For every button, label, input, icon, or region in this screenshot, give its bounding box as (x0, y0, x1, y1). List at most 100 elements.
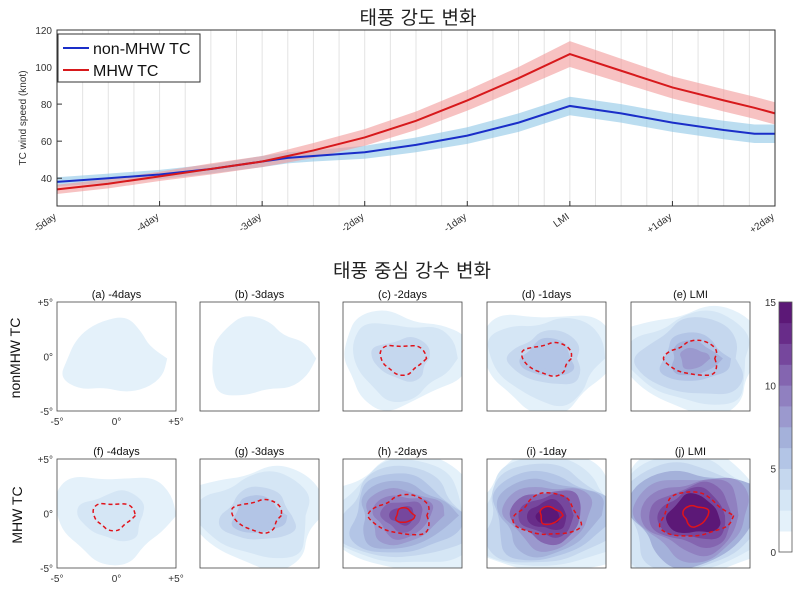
colorbar-segment (779, 343, 792, 365)
x-tick-label: -3day (237, 211, 264, 234)
dashed-contour (367, 493, 430, 536)
line-chart-y-label: TC wind speed (knot) (18, 70, 29, 165)
precip-contour (91, 499, 132, 530)
panel-y-tick-label: -5° (40, 407, 53, 418)
dashed-contour (520, 341, 573, 377)
row-label-nonmhw: nonMHW TC (7, 318, 23, 399)
colorbar-tick-label: 15 (765, 298, 777, 309)
precip-contour (531, 346, 565, 369)
precip-contour (683, 506, 707, 525)
colorbar-segment (779, 385, 792, 407)
panel-y-tick-label: 0° (43, 510, 53, 521)
precip-contour (383, 345, 418, 372)
colorbar-segment (779, 531, 792, 553)
x-tick-label: LMI (552, 211, 572, 230)
x-tick-label: +1day (645, 211, 674, 236)
precip-contour (85, 334, 148, 379)
panel-frame (342, 458, 463, 569)
dashed-contour (658, 491, 735, 537)
x-tick-label: -2day (340, 211, 367, 234)
solid-contour (539, 505, 564, 526)
colorbar-segment (779, 468, 792, 490)
dashed-contour (662, 339, 718, 377)
panel-x-tick-label: +5° (168, 574, 183, 585)
panel-title: (g) -3days (235, 446, 285, 458)
x-tick-label: -4day (134, 211, 161, 234)
panel-1-3: (i) -1day (486, 446, 607, 569)
solid-contour (682, 504, 710, 528)
y-tick-label: 40 (41, 174, 53, 185)
panel-1-4: (j) LMI (630, 446, 751, 569)
y-tick-label: 120 (35, 26, 52, 37)
panel-1-0: (f) -4days +5° 0° -5°-5° 0° +5° (38, 446, 184, 585)
line-chart-title: 태풍 강도 변화 (360, 7, 477, 29)
panel-title: (h) -2days (378, 446, 428, 458)
panel-frame (56, 458, 177, 569)
y-tick-label: 60 (41, 137, 53, 148)
panel-title: (c) -2days (378, 289, 427, 301)
row-label-mhw: MHW TC (9, 486, 25, 543)
dashed-contour (379, 344, 428, 377)
panel-frame (630, 458, 751, 569)
panel-title: (f) -4days (93, 446, 140, 458)
panel-1-1: (g) -3days (199, 446, 320, 569)
colorbar-tick-label: 5 (770, 465, 776, 476)
precip-contour (230, 334, 292, 384)
precip-contour (243, 503, 278, 527)
legend-label-nonmhw: non-MHW TC (93, 41, 191, 58)
y-tick-label: 100 (35, 63, 52, 74)
panel-x-tick-label: -5° (51, 417, 64, 428)
mhw-line (56, 53, 776, 191)
panel-frame (56, 301, 177, 412)
panel-title: (e) LMI (673, 289, 708, 301)
panel-1-2: (h) -2days (342, 446, 463, 569)
legend-label-mhw: MHW TC (93, 63, 158, 80)
y-tick-label: 80 (41, 100, 53, 111)
panel-x-tick-label: 0° (112, 574, 122, 585)
panel-title: (b) -3days (235, 289, 285, 301)
panel-title: (d) -1days (522, 289, 572, 301)
panel-title: (a) -4days (92, 289, 142, 301)
panel-0-1: (b) -3days (199, 289, 320, 412)
colorbar: 0 5 10 15 (765, 298, 793, 559)
panel-y-tick-label: +5° (38, 455, 53, 466)
panel-frame (630, 301, 751, 412)
colorbar-segment (779, 322, 792, 344)
mhw-band (57, 41, 775, 194)
panels-title: 태풍 중심 강수 변화 (333, 260, 491, 282)
line-chart-legend: non-MHW TC MHW TC (57, 33, 201, 83)
panel-title: (j) LMI (675, 446, 706, 458)
colorbar-tick-label: 0 (770, 548, 776, 559)
x-tick-label: +2day (748, 211, 777, 236)
x-tick-label: -1day (442, 211, 469, 234)
panel-x-tick-label: -5° (51, 574, 64, 585)
panel-y-tick-label: -5° (40, 564, 53, 575)
panel-0-2: (c) -2days (342, 289, 463, 412)
line-chart-bands (57, 41, 775, 194)
panel-title: (i) -1day (526, 446, 567, 458)
colorbar-tick-label: 10 (765, 381, 777, 392)
panel-x-tick-label: 0° (112, 417, 122, 428)
dashed-contour (92, 502, 137, 532)
panel-frame (486, 301, 607, 412)
colorbar-segment (779, 427, 792, 449)
colorbar-segment (779, 447, 792, 469)
precip-contour (680, 347, 711, 370)
colorbar-segment (779, 489, 792, 511)
dashed-contour (230, 498, 283, 534)
line-chart-frame (56, 29, 776, 207)
panel-0-3: (d) -1days (486, 289, 607, 412)
colorbar-segment (779, 302, 792, 324)
colorbar-segment (779, 406, 792, 428)
panel-0-0: (a) -4days +5° 0° -5°-5° 0° +5° (38, 289, 184, 428)
panel-frame (342, 301, 463, 412)
panel-0-4: (e) LMI (630, 289, 751, 412)
panel-y-tick-label: +5° (38, 298, 53, 309)
dashed-contour (512, 491, 583, 536)
panel-x-tick-label: +5° (168, 417, 183, 428)
colorbar-segment (779, 364, 792, 386)
panel-y-tick-label: 0° (43, 353, 53, 364)
line-chart-lines (56, 53, 776, 191)
solid-contour (394, 506, 416, 524)
